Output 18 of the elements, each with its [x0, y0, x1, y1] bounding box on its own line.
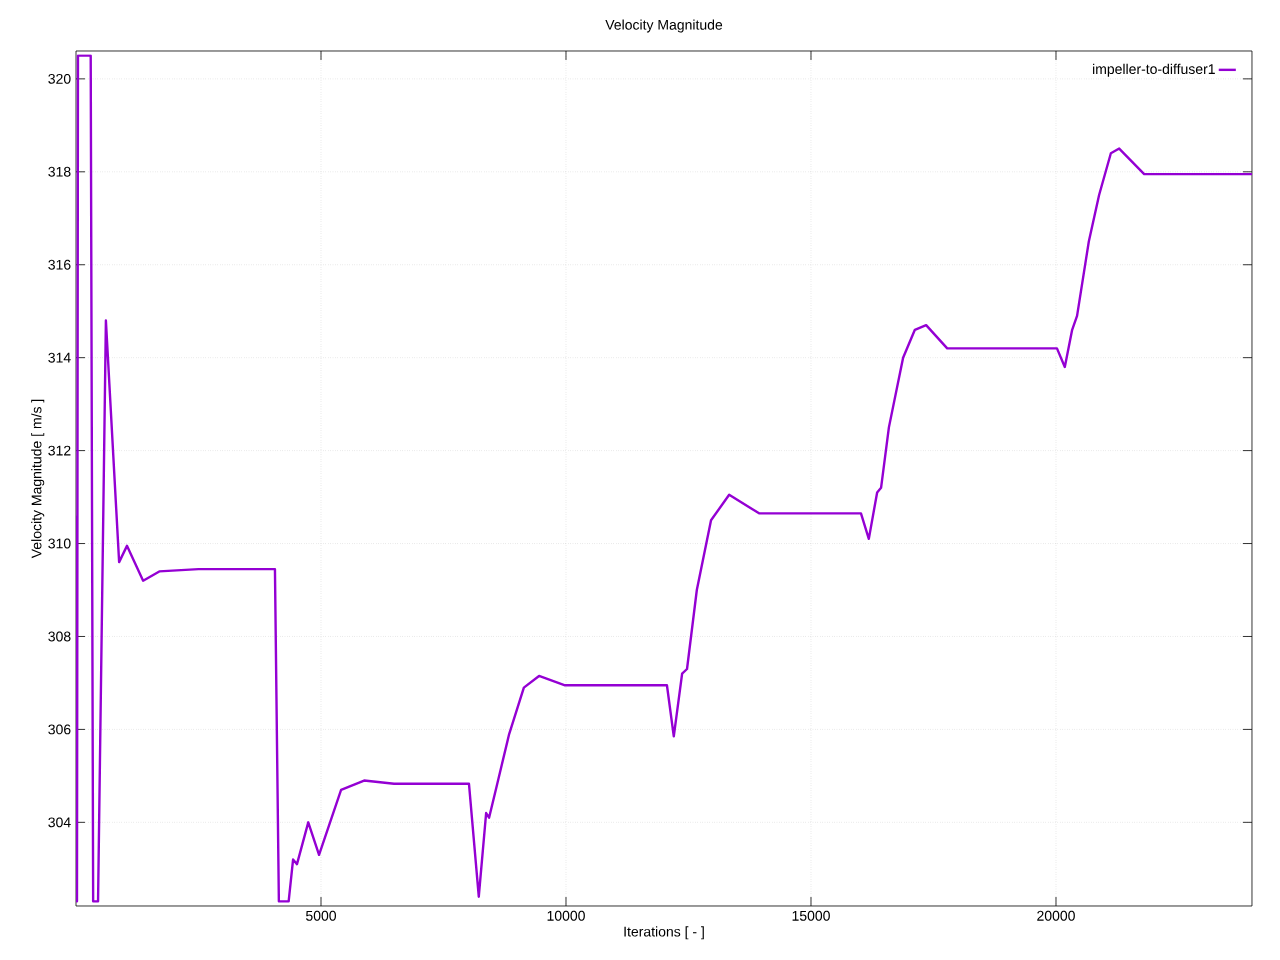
- x-tick-label: 10000: [547, 910, 585, 921]
- y-tick-label: 308: [48, 631, 71, 642]
- y-tick-label: 314: [48, 352, 71, 363]
- y-axis-title: Velocity Magnitude [ m/s ]: [31, 399, 45, 559]
- x-tick-label: 15000: [792, 910, 830, 921]
- x-tick-label: 5000: [305, 910, 337, 921]
- y-tick-label: 304: [48, 817, 71, 828]
- x-axis-title: Iterations [ - ]: [624, 926, 704, 940]
- chart-title: Velocity Magnitude: [605, 19, 723, 33]
- legend-label: impeller-to-diffuser1: [1093, 63, 1215, 77]
- x-tick-label: 20000: [1037, 910, 1075, 921]
- y-tick-label: 312: [48, 445, 71, 456]
- line-series: [76, 54, 1252, 903]
- y-tick-label: 318: [48, 166, 71, 177]
- y-tick-label: 306: [48, 724, 71, 735]
- y-tick-label: 320: [48, 73, 71, 84]
- y-tick-label: 310: [48, 538, 71, 549]
- y-tick-label: 316: [48, 259, 71, 270]
